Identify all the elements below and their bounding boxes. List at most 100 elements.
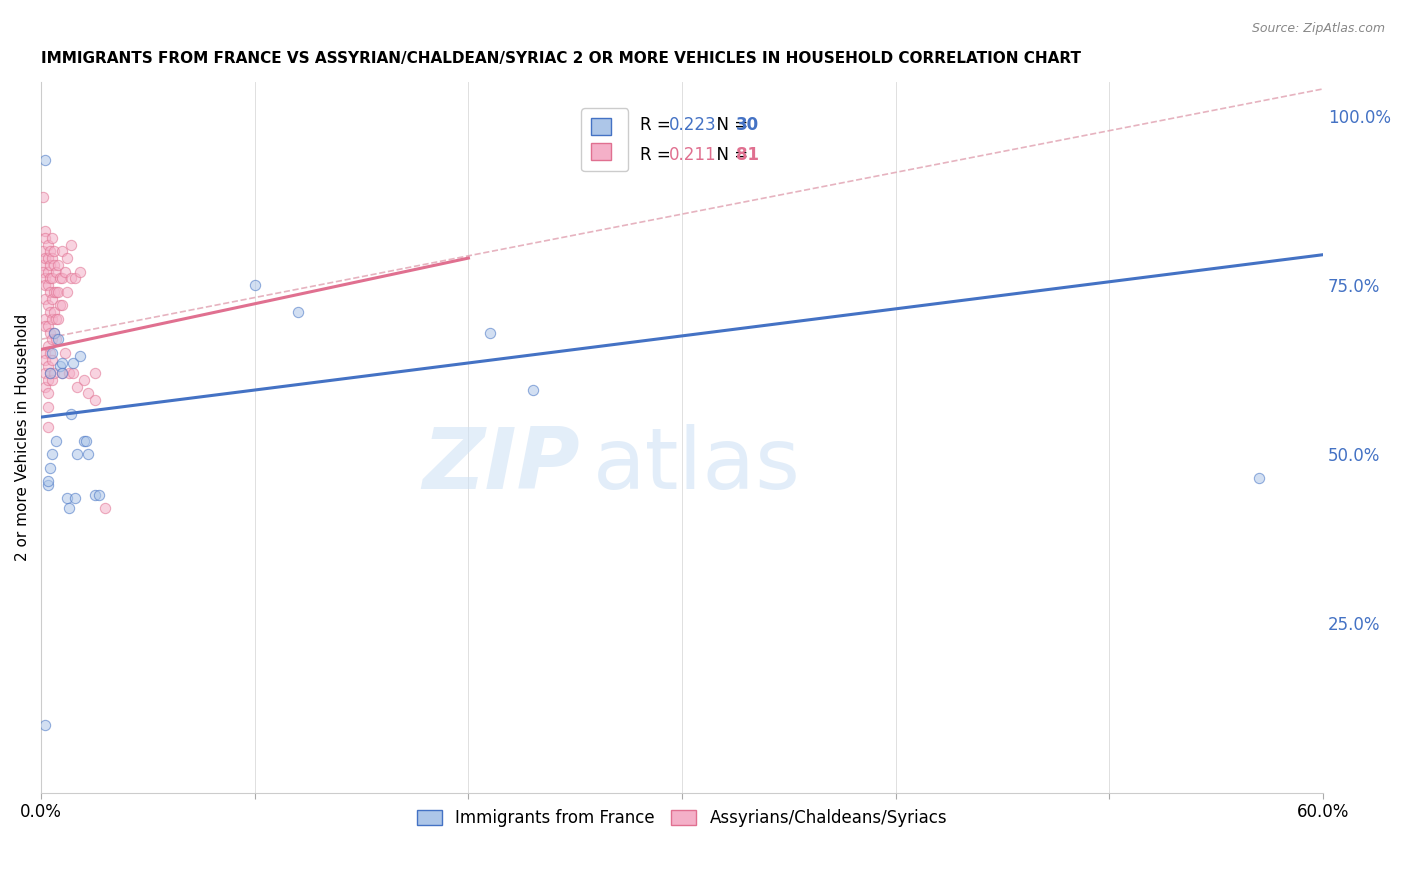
Point bbox=[45, 332, 67, 346]
Point bbox=[37, 359, 59, 374]
Point bbox=[37, 475, 59, 489]
Point bbox=[62, 356, 84, 370]
Point bbox=[45, 434, 67, 448]
Point bbox=[34, 318, 56, 333]
Point bbox=[34, 292, 56, 306]
Point bbox=[77, 386, 100, 401]
Point bbox=[41, 312, 63, 326]
Point bbox=[51, 244, 73, 259]
Point bbox=[38, 285, 60, 299]
Point bbox=[38, 271, 60, 285]
Point bbox=[41, 346, 63, 360]
Point bbox=[37, 373, 59, 387]
Point bbox=[34, 346, 56, 360]
Point bbox=[37, 477, 59, 491]
Point bbox=[41, 332, 63, 346]
Point bbox=[34, 224, 56, 238]
Text: 30: 30 bbox=[735, 116, 759, 134]
Point bbox=[41, 231, 63, 245]
Point bbox=[51, 366, 73, 380]
Text: IMMIGRANTS FROM FRANCE VS ASSYRIAN/CHALDEAN/SYRIAC 2 OR MORE VEHICLES IN HOUSEHO: IMMIGRANTS FROM FRANCE VS ASSYRIAN/CHALD… bbox=[41, 51, 1081, 66]
Point bbox=[41, 271, 63, 285]
Point bbox=[60, 407, 83, 421]
Point bbox=[37, 339, 59, 353]
Point bbox=[41, 251, 63, 265]
Text: 81: 81 bbox=[735, 146, 759, 164]
Point bbox=[34, 153, 56, 167]
Text: R =: R = bbox=[640, 146, 676, 164]
Point bbox=[65, 491, 87, 506]
Point bbox=[69, 349, 91, 363]
Point bbox=[42, 366, 65, 380]
Point bbox=[37, 420, 59, 434]
Text: atlas: atlas bbox=[592, 425, 800, 508]
Point bbox=[83, 366, 105, 380]
Point bbox=[37, 251, 59, 265]
Point bbox=[83, 393, 105, 408]
Point bbox=[38, 346, 60, 360]
Point bbox=[83, 488, 105, 502]
Point bbox=[34, 251, 56, 265]
Point bbox=[34, 231, 56, 245]
Point bbox=[87, 488, 110, 502]
Point bbox=[49, 359, 72, 374]
Point bbox=[42, 326, 65, 340]
Point bbox=[46, 258, 69, 272]
Point bbox=[34, 271, 56, 285]
Point bbox=[37, 264, 59, 278]
Point bbox=[41, 352, 63, 367]
Point bbox=[32, 264, 55, 278]
Point bbox=[51, 298, 73, 312]
Point bbox=[60, 237, 83, 252]
Point bbox=[243, 278, 266, 293]
Point bbox=[38, 305, 60, 319]
Point bbox=[58, 501, 80, 516]
Point bbox=[38, 460, 60, 475]
Text: N =: N = bbox=[706, 116, 754, 134]
Point bbox=[49, 271, 72, 285]
Point bbox=[42, 305, 65, 319]
Point bbox=[53, 346, 76, 360]
Point bbox=[38, 244, 60, 259]
Point bbox=[73, 434, 96, 448]
Point bbox=[1247, 471, 1270, 485]
Point bbox=[51, 356, 73, 370]
Point bbox=[287, 305, 309, 319]
Point bbox=[37, 237, 59, 252]
Point bbox=[37, 278, 59, 293]
Point bbox=[75, 434, 97, 448]
Point bbox=[46, 285, 69, 299]
Point bbox=[77, 447, 100, 461]
Point bbox=[65, 271, 87, 285]
Point bbox=[51, 271, 73, 285]
Point bbox=[478, 326, 501, 340]
Point bbox=[46, 312, 69, 326]
Point bbox=[34, 366, 56, 380]
Text: N =: N = bbox=[706, 146, 754, 164]
Point bbox=[51, 366, 73, 380]
Point bbox=[34, 718, 56, 732]
Point bbox=[45, 312, 67, 326]
Point bbox=[38, 366, 60, 380]
Point bbox=[42, 285, 65, 299]
Point bbox=[66, 379, 89, 393]
Point bbox=[37, 318, 59, 333]
Point bbox=[32, 258, 55, 272]
Point bbox=[73, 373, 96, 387]
Point bbox=[55, 285, 77, 299]
Text: R =: R = bbox=[640, 116, 676, 134]
Point bbox=[94, 501, 117, 516]
Point bbox=[37, 386, 59, 401]
Point bbox=[41, 373, 63, 387]
Point bbox=[41, 447, 63, 461]
Point bbox=[53, 264, 76, 278]
Legend: Immigrants from France, Assyrians/Chaldeans/Syriacs: Immigrants from France, Assyrians/Chalde… bbox=[411, 803, 955, 834]
Text: Source: ZipAtlas.com: Source: ZipAtlas.com bbox=[1251, 22, 1385, 36]
Y-axis label: 2 or more Vehicles in Household: 2 or more Vehicles in Household bbox=[15, 314, 30, 561]
Point bbox=[60, 271, 83, 285]
Point bbox=[58, 366, 80, 380]
Point bbox=[55, 491, 77, 506]
Point bbox=[32, 190, 55, 204]
Point bbox=[34, 278, 56, 293]
Point bbox=[38, 258, 60, 272]
